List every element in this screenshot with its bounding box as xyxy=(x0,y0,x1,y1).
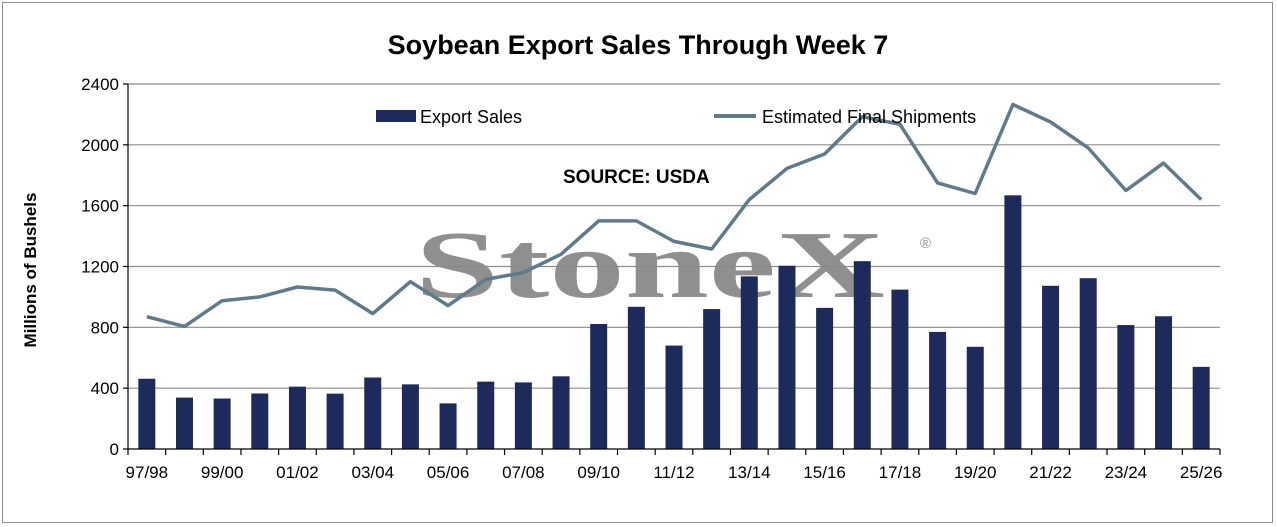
bar-export-sales xyxy=(364,377,382,449)
x-tick-label: 21/22 xyxy=(1029,463,1072,482)
x-tick-label: 03/04 xyxy=(351,463,394,482)
bars-export-sales xyxy=(138,195,1210,449)
bar-export-sales xyxy=(1155,316,1173,449)
x-tick-labels: 97/98 99/00 01/02 03/04 05/06 07/08 09/10 11/12… xyxy=(126,463,1223,482)
y-tick-label: 1600 xyxy=(81,197,119,216)
bar-export-sales xyxy=(439,403,457,449)
bar-export-sales xyxy=(514,382,532,449)
bar-export-sales xyxy=(175,397,193,449)
y-tick-label: 1200 xyxy=(81,258,119,277)
bar-export-sales xyxy=(590,323,608,449)
x-tick-label: 13/14 xyxy=(728,463,771,482)
bar-export-sales xyxy=(1192,366,1210,449)
legend-label-estimated-final-shipments: Estimated Final Shipments xyxy=(762,107,976,127)
x-tick-label: 97/98 xyxy=(126,463,169,482)
bar-export-sales xyxy=(929,331,947,449)
x-tick-label: 25/26 xyxy=(1180,463,1223,482)
y-tick-label: 2400 xyxy=(81,75,119,94)
bar-export-sales xyxy=(816,307,834,449)
bar-export-sales xyxy=(288,386,306,449)
bar-export-sales xyxy=(251,393,269,449)
bar-export-sales xyxy=(853,261,871,449)
watermark: StoneX ® xyxy=(415,211,931,318)
x-tick-marks xyxy=(127,449,1221,455)
x-tick-label: 23/24 xyxy=(1105,463,1148,482)
bar-export-sales xyxy=(326,393,344,449)
line-estimated-final-shipments xyxy=(146,102,1203,329)
legend: Export Sales Estimated Final Shipments xyxy=(376,107,976,127)
y-axis-label: Millions of Bushels xyxy=(21,193,40,348)
legend-label-export-sales: Export Sales xyxy=(420,107,522,127)
watermark-registered-mark: ® xyxy=(920,235,931,252)
bar-export-sales xyxy=(627,306,645,449)
x-tick-label: 01/02 xyxy=(276,463,319,482)
chart-title: Soybean Export Sales Through Week 7 xyxy=(388,30,889,60)
y-tick-label: 2000 xyxy=(81,136,119,155)
bar-export-sales xyxy=(1042,285,1060,449)
bar-export-sales xyxy=(740,276,758,449)
x-tick-label: 09/10 xyxy=(577,463,620,482)
bar-export-sales xyxy=(703,309,721,449)
bar-export-sales xyxy=(891,289,909,449)
x-tick-label: 19/20 xyxy=(954,463,997,482)
bar-export-sales xyxy=(552,376,570,449)
x-tick-label: 11/12 xyxy=(653,463,694,482)
gridlines xyxy=(128,83,1220,389)
x-tick-label: 15/16 xyxy=(803,463,846,482)
x-tick-label: 99/00 xyxy=(201,463,244,482)
bar-export-sales xyxy=(138,378,156,449)
bar-export-sales xyxy=(213,398,231,449)
bar-export-sales xyxy=(665,345,683,449)
bar-export-sales xyxy=(966,346,984,449)
x-tick-label: 17/18 xyxy=(879,463,922,482)
y-tick-label: 0 xyxy=(110,440,119,459)
source-annotation: SOURCE: USDA xyxy=(563,167,710,188)
bar-export-sales xyxy=(1004,195,1022,449)
x-tick-label: 07/08 xyxy=(502,463,545,482)
bar-export-sales xyxy=(477,381,495,449)
bar-export-sales xyxy=(778,265,796,449)
y-tick-labels: 0 400 800 1200 1600 2000 2400 xyxy=(81,75,128,459)
y-tick-label: 400 xyxy=(91,379,119,398)
y-tick-label: 800 xyxy=(91,318,119,337)
bar-export-sales xyxy=(1117,325,1135,449)
x-tick-label: 05/06 xyxy=(427,463,470,482)
legend-swatch-export-sales xyxy=(376,110,416,122)
bar-export-sales xyxy=(401,384,419,449)
bar-export-sales xyxy=(1079,278,1097,449)
